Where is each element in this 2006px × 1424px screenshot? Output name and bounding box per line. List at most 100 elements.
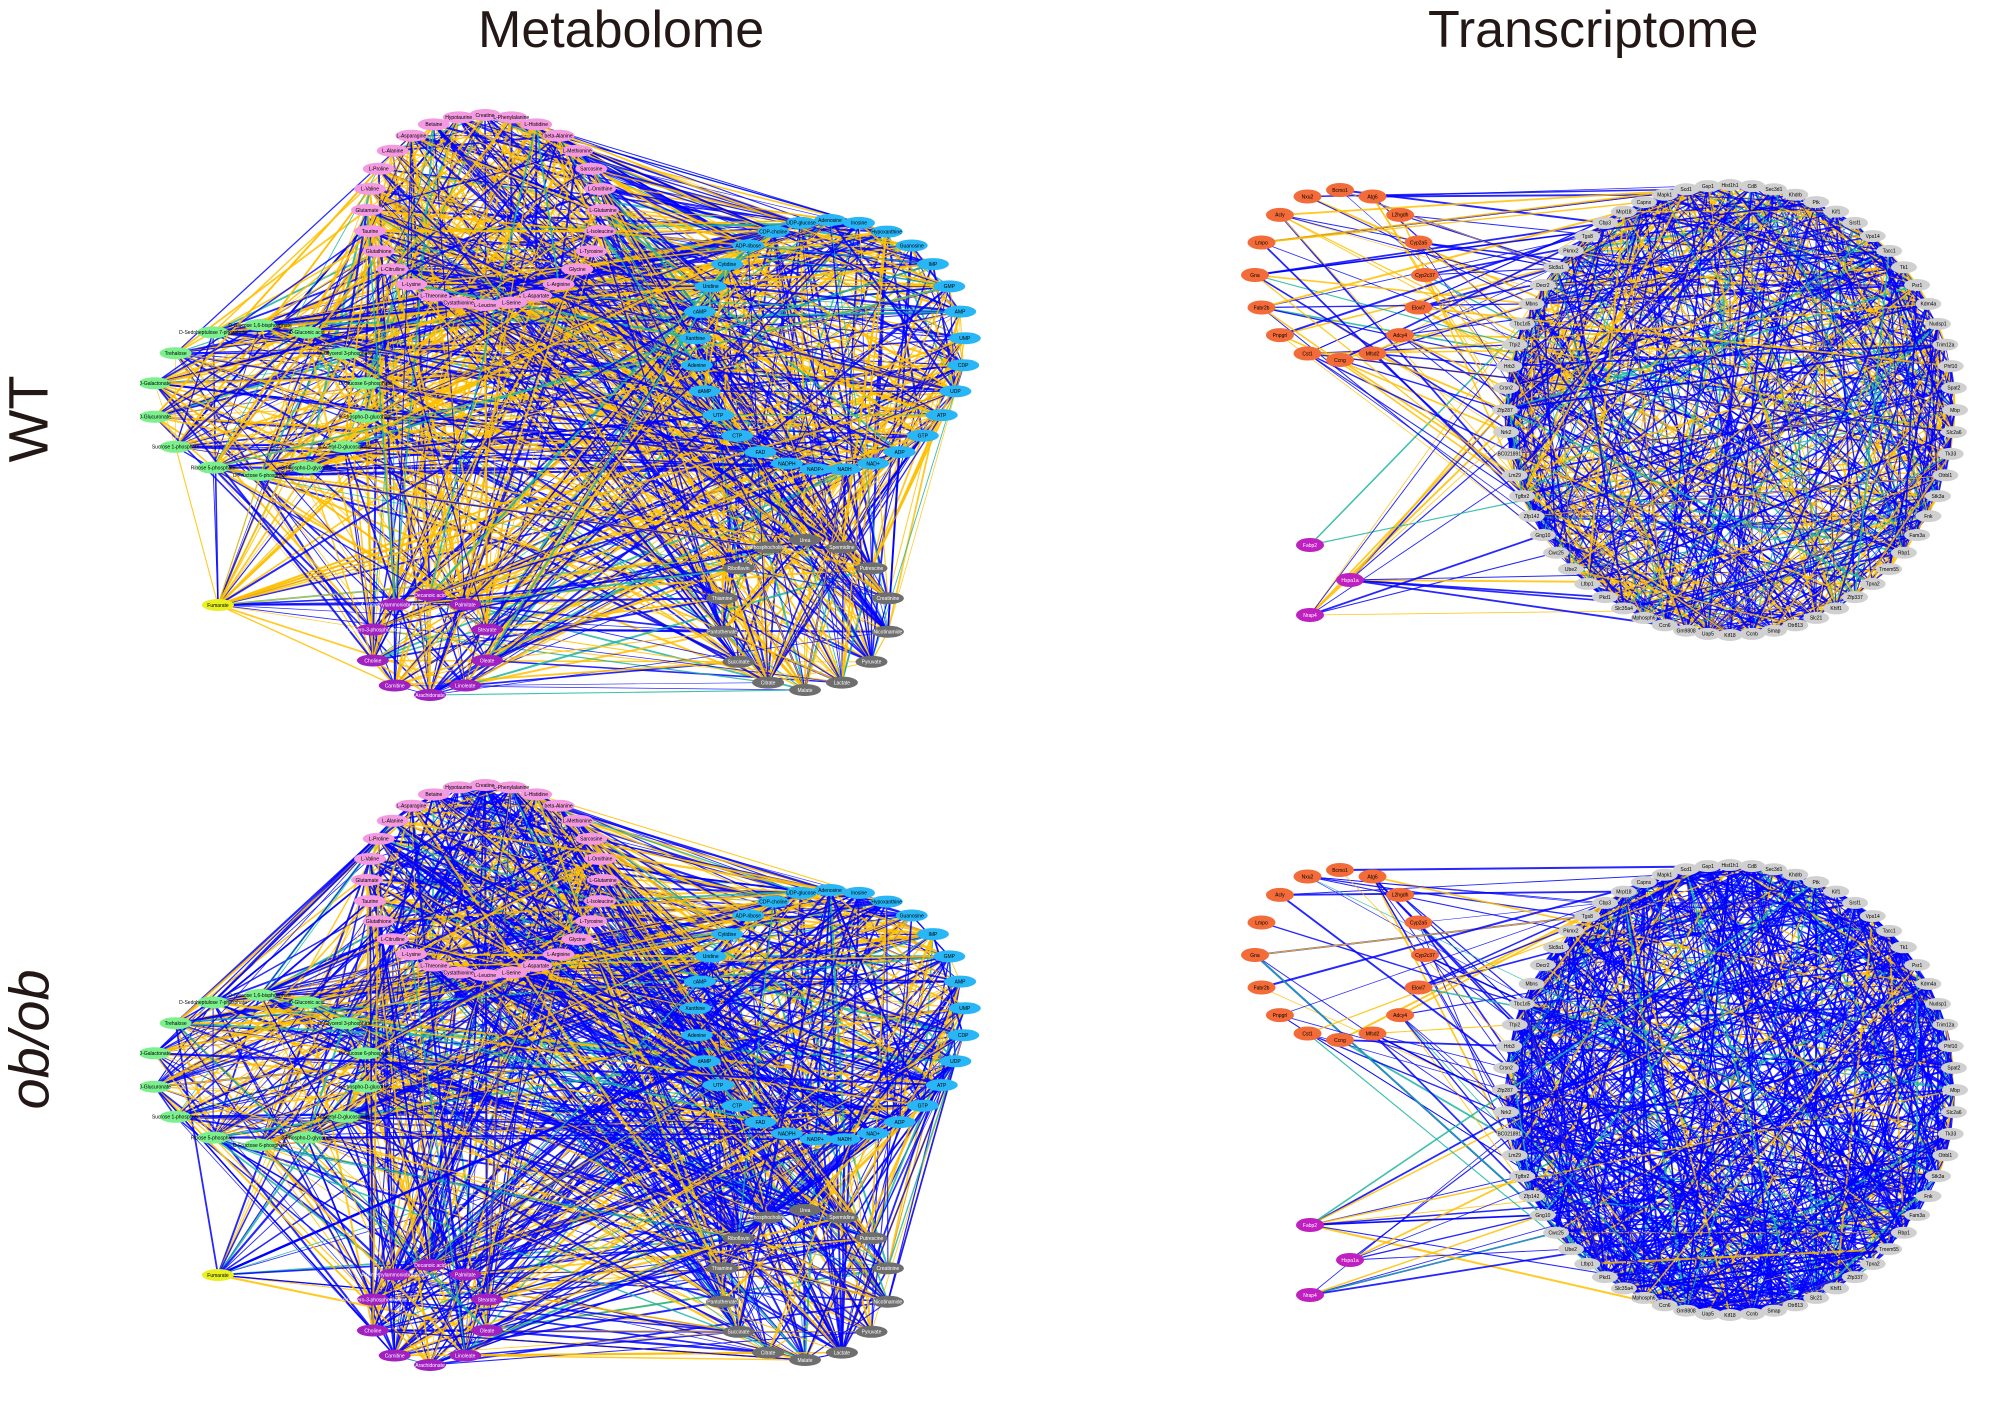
- gene-node-label: Capns: [1637, 200, 1652, 206]
- tf-node-label: Pnpgrl: [1273, 333, 1287, 339]
- metabolite-node-shape: [362, 832, 395, 845]
- metabolite-node-label: AMP: [955, 979, 967, 985]
- metabolite-node-shape: [789, 1354, 821, 1366]
- network-edge: [154, 1053, 261, 1146]
- metabolite-node-label: D-Fructose 6-phosphate: [233, 473, 287, 479]
- network-edge: [393, 124, 435, 605]
- network-edge: [392, 938, 696, 1009]
- network-edge: [1586, 235, 1890, 570]
- network-edge: [737, 1007, 966, 1239]
- gene-node-label: Mbp: [1950, 408, 1960, 414]
- network-edge: [343, 1115, 739, 1333]
- metabolite-node: Urea: [789, 534, 821, 546]
- network-edge: [804, 981, 961, 1361]
- network-edge: [1508, 185, 1753, 367]
- network-edge: [259, 474, 769, 549]
- network-edge: [1685, 188, 1955, 433]
- metabolite-node-label: Adenine: [688, 363, 707, 369]
- metabolite-node: UTP: [702, 1079, 735, 1092]
- network-edge: [365, 414, 942, 418]
- metabolite-node-shape: [244, 469, 276, 481]
- network-edge: [1531, 474, 1946, 517]
- tf-node-label: Ccng: [1334, 358, 1346, 364]
- network-edge: [1707, 235, 1874, 635]
- metabolite-node-label: Hypoxanthine: [871, 899, 902, 905]
- network-edge: [804, 1301, 889, 1361]
- metabolite-node-label: L-Leucine: [474, 303, 496, 309]
- network-edge: [887, 365, 964, 632]
- metabolite-node: 4-Trimethylammoniobutanoate: [361, 598, 429, 611]
- network-edge: [804, 539, 843, 683]
- metabolite-node-shape: [495, 296, 528, 309]
- metabolite-node-shape: [197, 326, 230, 339]
- metabolite-node-shape: [469, 779, 501, 791]
- metabolite-node-shape: [752, 1346, 785, 1359]
- network-edge: [772, 901, 873, 1239]
- gene-node: Cd8: [1739, 180, 1766, 193]
- network-edge: [372, 1138, 816, 1301]
- metabolite-node-label: L-Ornithine: [588, 187, 613, 193]
- network-edge: [1570, 250, 1929, 305]
- metabolite-node-shape: [855, 562, 888, 575]
- gene-node: Scd1: [1673, 183, 1700, 196]
- network-edge: [465, 1331, 739, 1357]
- network-edge: [1685, 344, 1946, 632]
- gene-node-label: Tacc1: [1883, 249, 1896, 255]
- network-edge: [213, 331, 705, 392]
- network-edge: [365, 1052, 723, 1269]
- network-edge: [1372, 184, 1731, 197]
- metabolite-node-label: Carnitine: [385, 1353, 405, 1359]
- metabolite-node-shape: [561, 144, 594, 157]
- network-edge: [212, 787, 460, 1138]
- metabolite-node-label: L-Glutamine: [589, 208, 616, 214]
- network-edge: [306, 786, 512, 1003]
- metabolite-node: Stearate: [471, 1293, 504, 1306]
- metabolite-node-shape: [140, 1080, 171, 1093]
- metabolite-node-shape: [520, 118, 553, 131]
- metabolite-node-label: D-Galactonate: [140, 381, 171, 387]
- metabolite-node-shape: [449, 679, 482, 692]
- network-edge: [465, 1354, 806, 1361]
- network-edge: [721, 1133, 788, 1269]
- gene-node: Gng10: [1529, 529, 1556, 541]
- gene-node-shape: [1694, 180, 1721, 193]
- network-edge: [410, 805, 843, 1354]
- metabolite-node-label: Spermidine: [829, 545, 855, 551]
- network-edge: [1623, 211, 1666, 626]
- metabolite-node: L-Serine: [495, 966, 528, 979]
- network-edge: [721, 337, 966, 633]
- gene-node: Khdrb: [1782, 188, 1809, 201]
- metabolite-node-shape: [584, 895, 616, 908]
- metabolite-node-label: 4-Trimethylammoniobutanoate: [361, 1272, 429, 1278]
- metabolite-node-label: IMP: [928, 262, 938, 268]
- metabolite-node-shape: [732, 239, 765, 252]
- network-edge: [1372, 303, 1929, 355]
- network-edge: [212, 123, 435, 469]
- network-edge: [458, 301, 889, 600]
- network-edge: [394, 135, 412, 686]
- network-edge: [1586, 236, 1666, 626]
- network-edge: [174, 331, 308, 448]
- metabolite-node-label: Sarcosine: [580, 167, 602, 173]
- metabolite-node: Ribose 5-phosphate: [191, 461, 236, 474]
- metabolite-node-shape: [542, 799, 575, 812]
- metabolite-node-shape: [376, 144, 409, 157]
- network-edge: [212, 324, 261, 468]
- metabolite-node-shape: [706, 592, 739, 605]
- network-edges: [1254, 864, 1956, 1316]
- metabolite-node-label: D-Gluconic acid: [289, 330, 325, 336]
- metabolite-node: ADP: [883, 1116, 916, 1129]
- metabolite-node-shape: [694, 280, 727, 293]
- metabolite-node-shape: [354, 852, 386, 865]
- metabolite-node-shape: [825, 1211, 858, 1224]
- metabolite-node-shape: [290, 1131, 323, 1144]
- tf-node-shape: [1404, 300, 1433, 315]
- metabolite-node: ATP: [925, 1079, 958, 1092]
- network-edge: [738, 567, 888, 599]
- network-edge: [694, 244, 912, 339]
- gene-node-shape: [1782, 619, 1809, 632]
- tf-node-shape: [1386, 328, 1415, 343]
- network-edge: [1664, 515, 1929, 626]
- network-edge: [1309, 235, 1873, 616]
- network-edge: [433, 294, 719, 416]
